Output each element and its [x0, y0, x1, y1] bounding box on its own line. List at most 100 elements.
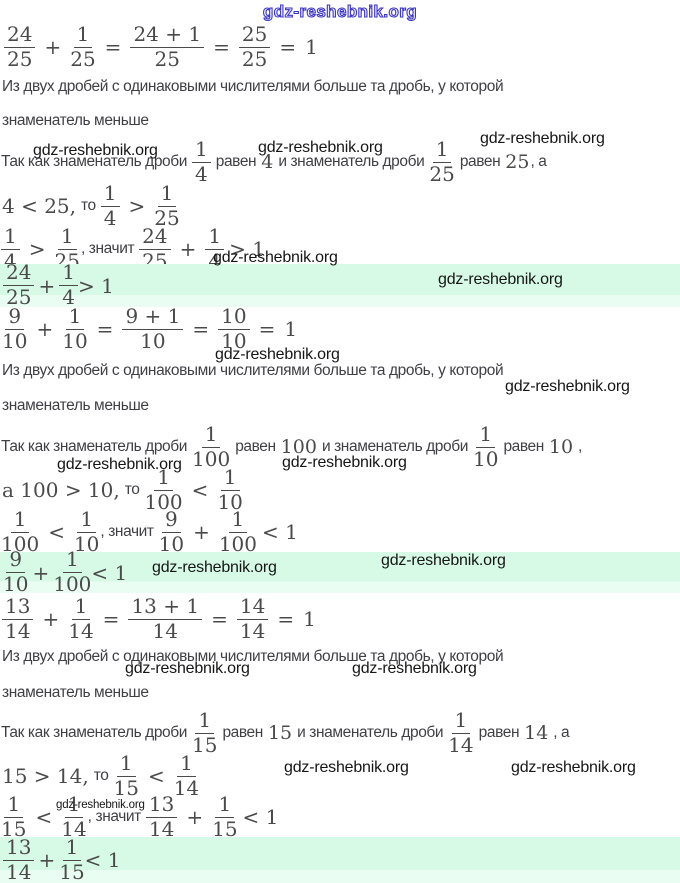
since-line: Так как знаменатель дроби 1 15 равен 15 и… [1, 709, 570, 757]
answer-highlight-row: 9 10 + 1 100 < 1 [0, 549, 680, 595]
watermark: gdz-reshebnik.org [56, 799, 145, 811]
watermark: gdz-reshebnik.org [284, 759, 409, 776]
equation-line: 13 14 + 1 14 = 13 + 1 14 = 14 14 = 1 [2, 595, 316, 643]
fraction-denominator: 25 [154, 46, 180, 71]
equation-line: 24 25 + 1 25 = 24 + 1 25 = 25 25 = 1 [4, 23, 318, 71]
fraction-numerator: 1 [228, 508, 248, 533]
watermark: gdz-reshebnik.org [505, 378, 630, 395]
fraction-denominator: 14 [5, 618, 31, 643]
fraction: 9 10 [3, 549, 28, 595]
fraction-denominator: 10 [217, 489, 243, 514]
equals-sign: = [96, 317, 114, 342]
denominator-value: 4 [261, 151, 274, 174]
equation-result: 1 [284, 317, 298, 342]
fraction-numerator: 1 [205, 225, 225, 250]
answer-result: < 1 [84, 848, 121, 872]
fraction-numerator: 1 [57, 225, 77, 250]
fraction-denominator: 14 [6, 859, 32, 883]
watermark: gdz-reshebnik.org [381, 552, 506, 569]
fraction: 13 14 [2, 595, 34, 643]
fraction-numerator: 1 [65, 305, 85, 330]
fraction-numerator: 1 [195, 709, 215, 734]
answer-result: < 1 [91, 560, 128, 585]
denominator-value: 15 [267, 722, 293, 745]
since-line: Так как знаменатель дроби 1 100 равен 100… [1, 423, 582, 471]
plus-sign: + [44, 35, 62, 60]
fraction-numerator: 1 [73, 23, 93, 48]
since-prefix: Так как знаменатель дроби [1, 724, 187, 742]
fraction-denominator: 25 [70, 46, 96, 71]
watermark: gdz-reshebnik.org [57, 456, 182, 473]
fraction-numerator: 1 [64, 793, 84, 818]
fraction: 1 14 [68, 595, 93, 642]
watermark: gdz-reshebnik.org [125, 660, 250, 677]
fraction-numerator: 1 [157, 182, 177, 207]
mid-text: и знаменатель дроби [278, 153, 425, 171]
fraction-denominator: 10 [472, 446, 499, 471]
means-word: , значит [80, 240, 135, 258]
comparison-sign: < [191, 478, 209, 503]
fraction: 1 100 [144, 466, 182, 513]
answer-highlight-row: 13 14 + 1 15 < 1 [0, 836, 680, 883]
equals-sign: = [192, 317, 210, 342]
fraction-numerator: 13 [3, 836, 35, 861]
fraction-denominator: 10 [140, 328, 166, 353]
conclusion-line: 1 15 < 1 14 , значит 13 14 + 1 15 < 1 [1, 793, 278, 841]
so-word: то [93, 767, 109, 785]
fraction-denominator: 15 [113, 775, 139, 800]
fraction-numerator: 13 + 1 [128, 595, 203, 620]
fraction-numerator: 24 [3, 262, 35, 286]
fraction-numerator: 1 [4, 793, 24, 818]
rule-text: Из двух дробей с одинаковыми числителями… [2, 362, 504, 379]
equals-word: равен [459, 153, 501, 171]
comparison-sign: > [128, 194, 146, 219]
so-word: то [81, 197, 96, 215]
watermark: gdz-reshebnik.org [511, 759, 636, 776]
fraction-denominator: 25 [241, 46, 268, 71]
fraction-denominator: 100 [53, 572, 92, 596]
fraction-numerator: 1 [451, 709, 471, 734]
rule-text-line: Из двух дробей с одинаковыми числителями… [2, 648, 504, 666]
compare-lead: а 100 > 10, [2, 478, 120, 503]
fraction-numerator: 1 [116, 752, 136, 777]
fraction-numerator: 9 [6, 549, 26, 573]
fraction: 1 15 [192, 709, 218, 757]
fraction-denominator: 10 [221, 328, 247, 353]
fraction-numerator: 10 [218, 305, 250, 330]
fraction: 13 14 [145, 793, 178, 840]
plus-sign: + [32, 560, 50, 585]
plus-sign: + [38, 848, 56, 872]
watermark: gdz-reshebnik.org [152, 559, 277, 576]
since-tail: , а [530, 153, 547, 171]
fraction-numerator: 1 [1, 225, 20, 250]
since-tail: , а [549, 724, 570, 742]
fraction-numerator: 1 [215, 793, 235, 818]
fraction: 24 + 1 25 [130, 23, 205, 71]
equation-result: 1 [305, 35, 318, 60]
fraction-denominator: 15 [1, 816, 27, 841]
fraction: 1 15 [113, 752, 139, 800]
watermark: gdz-reshebnik.org [438, 271, 563, 288]
comparison-sign: > [28, 237, 46, 262]
fraction: 25 25 [238, 23, 271, 71]
fraction: 1 100 [53, 549, 91, 595]
fraction-numerator: 1 [177, 752, 196, 777]
rule-text-line: знаменатель меньше [2, 112, 149, 130]
fraction-numerator: 1 [62, 549, 82, 573]
fraction: 13 + 1 14 [128, 595, 203, 642]
comparison-sign: < [48, 520, 65, 545]
watermark: gdz-reshebnik.org [213, 249, 338, 266]
plus-sign: + [36, 317, 54, 342]
fraction-denominator: 15 [192, 732, 218, 757]
comparison-sign: < [147, 764, 165, 789]
means-word: , значит [100, 523, 154, 541]
fraction-denominator: 15 [212, 816, 238, 841]
conclusion-line: 1 100 < 1 10 , значит 9 10 + 1 100 < 1 [1, 508, 298, 555]
fraction-numerator: 1 [100, 182, 120, 207]
fraction-numerator: 1 [476, 423, 496, 448]
fraction: 1 10 [74, 508, 99, 555]
fraction: 10 10 [218, 305, 250, 353]
